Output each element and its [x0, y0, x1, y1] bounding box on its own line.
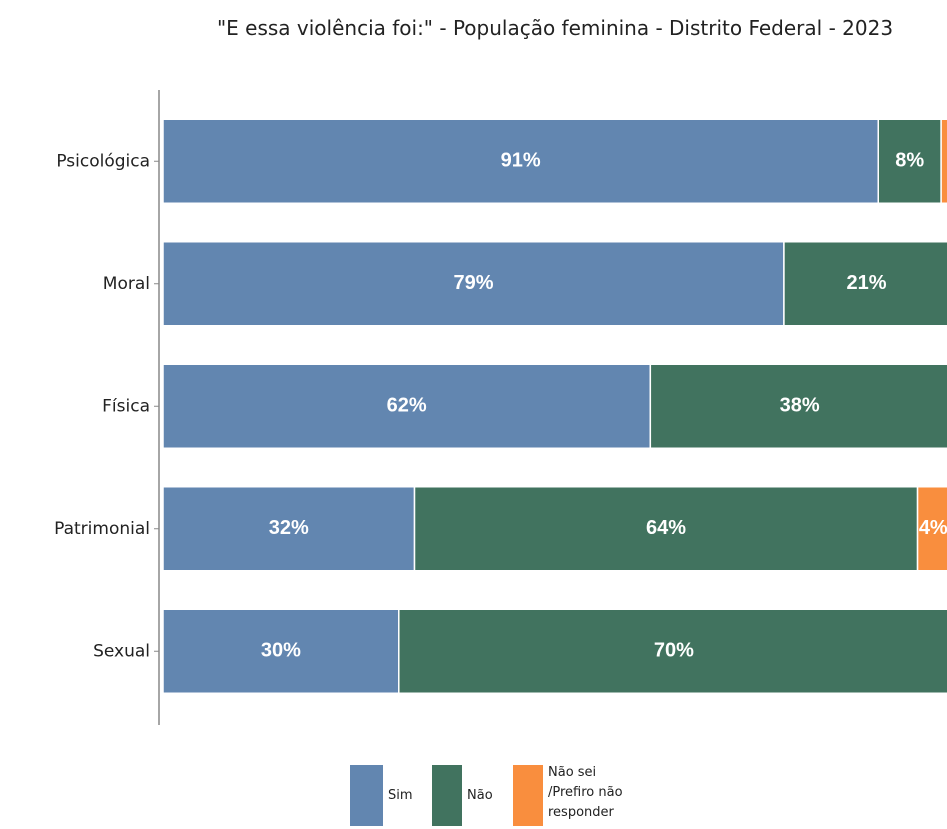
- bar-segment: [783, 241, 947, 327]
- y-tick-label: Física: [102, 396, 150, 416]
- value-label: 4%: [919, 517, 947, 539]
- value-label: 21%: [846, 272, 886, 294]
- value-label: 70%: [654, 640, 694, 662]
- value-label: 62%: [387, 395, 427, 417]
- value-label: 64%: [646, 517, 686, 539]
- legend-label: Sim: [388, 788, 413, 803]
- bar-segment: [877, 118, 942, 204]
- value-label: 79%: [453, 272, 493, 294]
- y-tick-label: Moral: [103, 274, 150, 294]
- legend-swatch: [513, 765, 543, 826]
- bar-segment: [916, 486, 947, 572]
- value-label: 8%: [895, 150, 924, 172]
- legend-label: Não sei /Prefiro não responder: [548, 765, 623, 820]
- value-label: 30%: [261, 640, 301, 662]
- legend-swatch: [432, 765, 462, 826]
- bar-segment: [162, 118, 880, 204]
- value-label: 38%: [780, 395, 820, 417]
- bar-segment: [413, 486, 919, 572]
- bar-segment: [940, 118, 947, 204]
- chart-title: "E essa violência foi:" - População femi…: [216, 16, 894, 40]
- y-tick-label: Sexual: [93, 641, 150, 661]
- bar-segment: [398, 608, 947, 694]
- legend-swatch: [350, 765, 383, 826]
- bar-segment: [162, 486, 416, 572]
- bar-segment: [162, 363, 652, 449]
- legend-label: Não: [467, 788, 493, 803]
- bar-segment: [162, 241, 785, 327]
- bar-segment: [649, 363, 947, 449]
- value-label: 91%: [501, 150, 541, 172]
- value-label: 32%: [269, 517, 309, 539]
- y-tick-label: Patrimonial: [54, 519, 150, 539]
- y-tick-label: Psicológica: [56, 151, 150, 171]
